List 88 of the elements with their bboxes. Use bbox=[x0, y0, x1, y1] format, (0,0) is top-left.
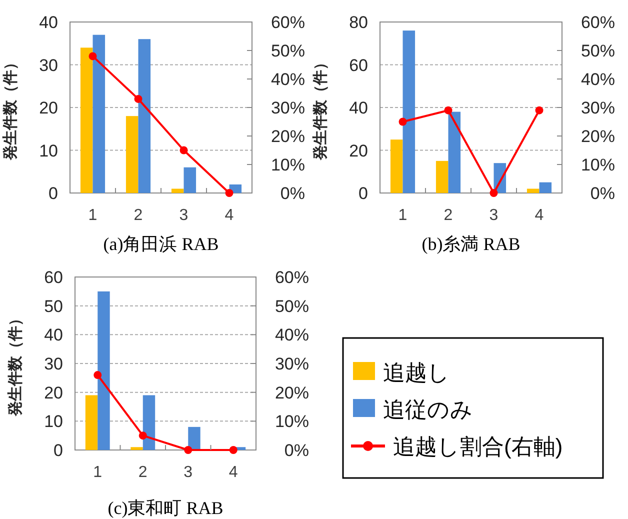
y-tick-label: 10 bbox=[39, 141, 58, 160]
x-tick-label: 3 bbox=[489, 207, 498, 224]
bar bbox=[138, 39, 151, 193]
y2-tick-label: 50% bbox=[270, 42, 305, 60]
y2-tick-label: 30% bbox=[580, 98, 615, 118]
bar bbox=[142, 395, 156, 450]
bar bbox=[98, 291, 110, 450]
y-tick-label: 50 bbox=[44, 296, 63, 316]
y-tick-label: 10 bbox=[44, 412, 63, 432]
y-tick-label: 40 bbox=[349, 98, 368, 118]
y2-tick-label: 60% bbox=[580, 13, 615, 32]
point bbox=[184, 446, 192, 454]
bar bbox=[85, 395, 98, 450]
text: (a)角田浜 RAB bbox=[103, 234, 219, 254]
y2-tick-label: 0% bbox=[280, 184, 305, 203]
point bbox=[180, 146, 188, 154]
bar bbox=[448, 112, 461, 193]
y-tick-label: 0 bbox=[54, 441, 63, 460]
point bbox=[229, 446, 238, 454]
y-tick-label: 60 bbox=[349, 56, 368, 75]
y-tick-label: 30 bbox=[39, 56, 58, 75]
y2-tick-label: 40% bbox=[580, 70, 615, 89]
y2-tick-label: 30% bbox=[274, 354, 309, 374]
y-tick-label: 40 bbox=[39, 13, 58, 32]
x-tick-label: 4 bbox=[228, 464, 238, 481]
y2-tick-label: 60% bbox=[274, 268, 309, 287]
x-tick-label: 4 bbox=[534, 207, 544, 224]
y2-tick-label: 0% bbox=[284, 441, 309, 460]
y2-tick-label: 50% bbox=[580, 42, 615, 60]
text: (b)糸満 RAB bbox=[422, 234, 520, 254]
x-tick-label: 2 bbox=[138, 464, 148, 481]
point bbox=[138, 432, 147, 440]
bar bbox=[171, 188, 184, 193]
point bbox=[444, 106, 452, 114]
bar bbox=[130, 447, 143, 450]
y2-tick-label: 0% bbox=[590, 184, 615, 203]
y-tick-label: 0 bbox=[358, 184, 368, 203]
point bbox=[134, 94, 142, 103]
y-tick-label: 20 bbox=[349, 141, 368, 160]
bar bbox=[539, 182, 552, 193]
legend-label: 追越し bbox=[383, 360, 450, 385]
y-tick-label: 80 bbox=[349, 13, 368, 32]
y-tick-label: 20 bbox=[44, 383, 63, 402]
bar bbox=[390, 140, 403, 193]
x-tick-label: 3 bbox=[179, 207, 188, 224]
x-tick-label: 1 bbox=[398, 207, 408, 224]
legend-label: 追越し割合(右軸) bbox=[393, 434, 563, 459]
legend-label: 追従のみ bbox=[383, 397, 473, 422]
y2-tick-label: 10% bbox=[580, 156, 615, 174]
y2-tick-label: 30% bbox=[270, 98, 305, 118]
y2-tick-label: 60% bbox=[270, 13, 305, 32]
text: (c)東和町 RAB bbox=[108, 498, 224, 518]
point bbox=[88, 52, 97, 60]
point bbox=[535, 106, 544, 114]
x-tick-label: 3 bbox=[184, 464, 193, 481]
y2-tick-label: 20% bbox=[270, 127, 305, 146]
point bbox=[398, 118, 407, 126]
x-tick-label: 2 bbox=[444, 207, 453, 224]
y2-tick-label: 50% bbox=[274, 296, 309, 316]
bar bbox=[184, 167, 196, 193]
y2-tick-label: 10% bbox=[270, 156, 305, 174]
point bbox=[225, 189, 234, 197]
y2-tick-label: 10% bbox=[274, 412, 309, 432]
bar bbox=[526, 188, 540, 193]
x-tick-label: 2 bbox=[134, 207, 143, 224]
bar bbox=[92, 34, 106, 193]
bar bbox=[80, 48, 93, 193]
y-tick-label: 0 bbox=[48, 184, 58, 203]
y2-tick-label: 40% bbox=[274, 326, 309, 345]
y-axis-title: 発生件数（件） bbox=[7, 311, 24, 417]
y2-tick-label: 40% bbox=[270, 70, 305, 89]
bar bbox=[188, 426, 200, 450]
point bbox=[94, 371, 102, 380]
y-tick-label: 40 bbox=[44, 326, 63, 345]
x-tick-label: 1 bbox=[88, 207, 98, 224]
y-axis-title: 発生件数（件） bbox=[2, 55, 19, 161]
y2-tick-label: 20% bbox=[580, 127, 615, 146]
bar bbox=[402, 30, 416, 193]
y-tick-label: 20 bbox=[39, 98, 58, 118]
x-tick-label: 4 bbox=[224, 207, 234, 224]
y-axis-title: 発生件数（件） bbox=[312, 55, 329, 161]
y2-tick-label: 20% bbox=[274, 383, 309, 402]
y-tick-label: 30 bbox=[44, 354, 63, 374]
x-tick-label: 1 bbox=[93, 464, 102, 481]
bar bbox=[126, 116, 138, 193]
y-tick-label: 60 bbox=[44, 268, 63, 287]
point bbox=[490, 189, 498, 197]
bar bbox=[436, 160, 448, 193]
